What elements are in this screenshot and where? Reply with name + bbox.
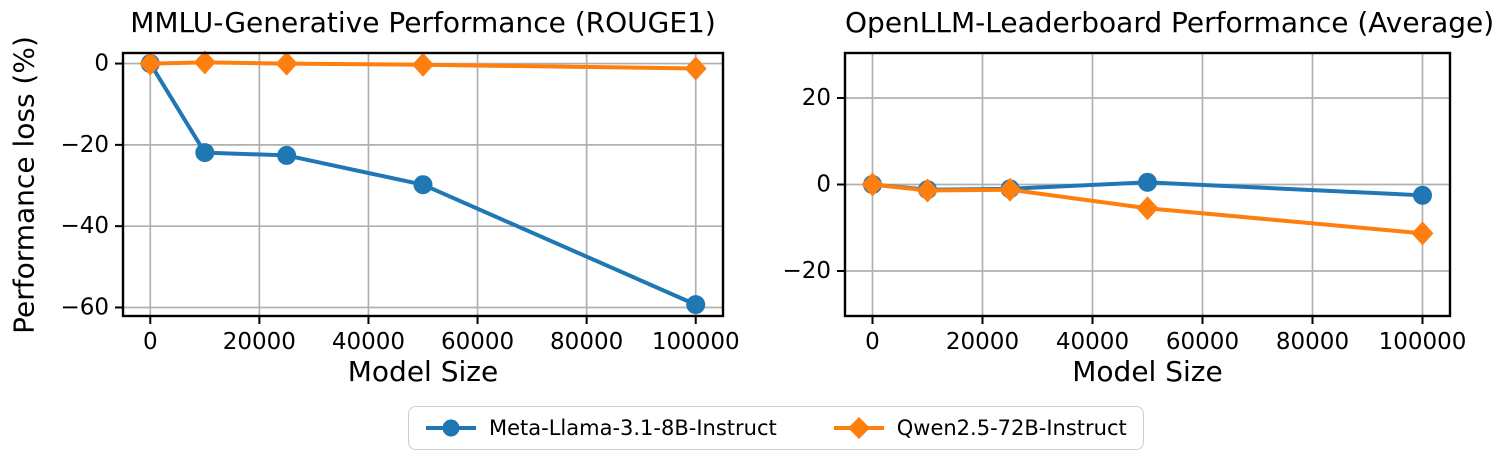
data-point-marker	[861, 172, 884, 197]
legend-entry-llama: Meta-Llama-3.1-8B-Instruct	[425, 416, 777, 440]
line-circle-marker-icon	[426, 419, 476, 437]
x-tick-label: 100000	[652, 329, 740, 355]
y-tick-label: −60	[60, 294, 109, 320]
left-chart-title: MMLU-Generative Performance (ROUGE1)	[130, 6, 716, 39]
data-point-marker	[1413, 185, 1432, 205]
x-tick-label: 40000	[332, 329, 405, 355]
y-tick-label: −20	[60, 132, 109, 158]
y-tick-label: 0	[816, 172, 831, 198]
data-point-marker	[139, 51, 162, 76]
data-point-marker	[193, 50, 216, 75]
line-diamond-marker-icon	[833, 417, 884, 439]
left-chart-plot: 0 20000 40000 60000 80000 100000 0 −20 −40 −60	[60, 50, 740, 355]
data-point-marker	[686, 295, 706, 315]
x-tick-label: 0	[865, 329, 880, 355]
data-point-marker	[413, 175, 433, 195]
x-tick-label: 20000	[223, 329, 296, 355]
x-tick-label: 40000	[1056, 329, 1129, 355]
legend-entry-qwen: Qwen2.5-72B-Instruct	[833, 416, 1127, 440]
y-tick-label: −20	[782, 258, 831, 284]
x-tick-label: 60000	[441, 329, 514, 355]
right-chart-title: OpenLLM-Leaderboard Performance (Average…	[845, 6, 1495, 39]
x-tick-label: 0	[143, 329, 158, 355]
right-chart-plot: 0 20000 40000 60000 80000 100000 20 0 −20	[782, 51, 1467, 355]
data-point-marker	[195, 143, 215, 163]
y-tick-label: 20	[802, 85, 831, 111]
y-tick-label: 0	[94, 51, 109, 77]
data-point-marker	[412, 52, 434, 77]
data-point-marker	[916, 178, 939, 203]
legend-label: Meta-Llama-3.1-8B-Instruct	[489, 416, 777, 440]
legend-label: Qwen2.5-72B-Instruct	[896, 416, 1127, 440]
left-x-axis-label: Model Size	[347, 355, 499, 388]
data-point-marker	[1138, 172, 1157, 192]
data-point-marker	[999, 177, 1021, 202]
x-tick-label: 80000	[550, 329, 623, 355]
plot-border	[843, 51, 1452, 318]
legend: Meta-Llama-3.1-8B-Instruct Qwen2.5-72B-I…	[408, 406, 1144, 450]
data-point-marker	[277, 145, 297, 165]
x-tick-label: 20000	[946, 329, 1019, 355]
plot-border	[121, 51, 725, 318]
x-tick-label: 60000	[1166, 329, 1239, 355]
data-point-marker	[275, 51, 298, 76]
data-point-marker	[1136, 196, 1159, 221]
data-point-marker	[1411, 221, 1434, 246]
x-tick-label: 100000	[1379, 329, 1467, 355]
x-tick-label: 80000	[1276, 329, 1349, 355]
y-tick-label: −40	[60, 213, 109, 239]
data-point-marker	[684, 56, 707, 81]
right-x-axis-label: Model Size	[1072, 355, 1223, 388]
